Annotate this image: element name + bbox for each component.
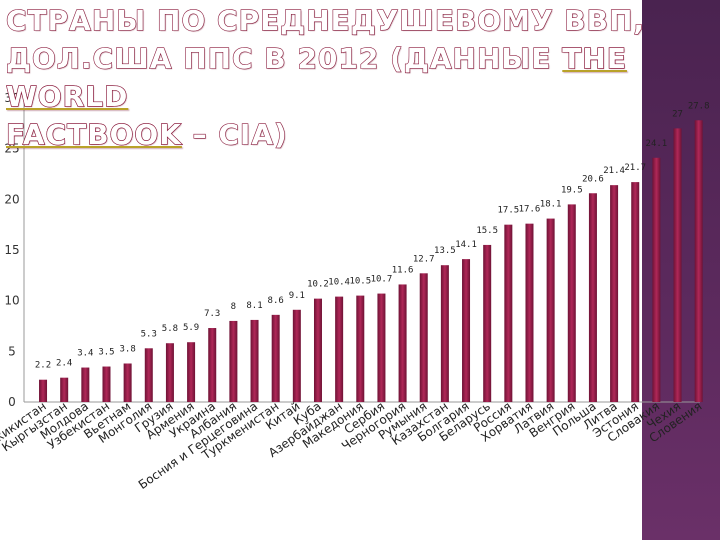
value-label: 19.5 xyxy=(561,185,583,195)
value-label: 12.7 xyxy=(413,254,435,264)
value-label: 14.1 xyxy=(455,240,477,250)
bar xyxy=(483,244,492,402)
value-label: 17.5 xyxy=(497,206,519,216)
value-label: 5.3 xyxy=(141,329,157,339)
bar xyxy=(292,309,301,402)
bar xyxy=(631,182,640,402)
value-label: 11.6 xyxy=(392,265,414,275)
y-tick-label: 15 xyxy=(4,243,19,257)
bar xyxy=(250,319,259,402)
title-link-factbook[interactable]: FACTBOOK xyxy=(5,117,182,151)
bar xyxy=(673,128,682,402)
value-label: 13.5 xyxy=(434,246,456,256)
value-label: 2.2 xyxy=(35,361,51,371)
bar xyxy=(462,259,471,402)
value-label: 21.7 xyxy=(624,163,646,173)
bar xyxy=(546,218,555,402)
value-label: 10.4 xyxy=(328,278,350,288)
value-label: 21.4 xyxy=(603,166,625,176)
value-label: 8.1 xyxy=(246,301,262,311)
bar xyxy=(271,314,280,402)
title-link-world[interactable]: THE WORLD xyxy=(5,41,627,113)
y-tick-label: 30 xyxy=(4,91,19,105)
bar xyxy=(567,204,576,402)
bar xyxy=(440,265,449,402)
value-label: 3.8 xyxy=(120,344,136,354)
chart-title: СТРАНЫ ПО СРЕДНЕДУШЕВОМУ ВВП, ДОЛ.США ПП… xyxy=(5,2,696,154)
bar xyxy=(102,366,111,402)
title-line-3-post: – CIA) xyxy=(181,117,288,151)
bar xyxy=(356,295,365,402)
y-tick-label: 5 xyxy=(8,344,16,358)
bar xyxy=(165,343,174,402)
bar xyxy=(313,298,322,402)
value-label: 24.1 xyxy=(646,139,668,149)
bar xyxy=(504,224,513,402)
bar xyxy=(377,293,386,402)
bar xyxy=(144,348,153,402)
bar xyxy=(652,157,661,402)
value-label: 17.6 xyxy=(519,205,541,215)
value-label: 2.4 xyxy=(56,359,72,369)
value-label: 27.8 xyxy=(688,101,710,111)
bar xyxy=(398,284,407,402)
value-label: 10.2 xyxy=(307,280,329,290)
value-label: 10.5 xyxy=(349,277,371,287)
value-label: 15.5 xyxy=(476,226,498,236)
value-label: 5.9 xyxy=(183,323,199,333)
bar xyxy=(419,273,428,402)
y-tick-label: 10 xyxy=(4,294,19,308)
bar xyxy=(694,120,703,402)
value-label: 10.7 xyxy=(371,275,393,285)
bar xyxy=(123,363,132,402)
value-label: 8 xyxy=(231,302,236,312)
title-line-1: СТРАНЫ ПО СРЕДНЕДУШЕВОМУ ВВП, xyxy=(5,3,646,37)
bar xyxy=(187,342,196,402)
bar xyxy=(81,367,90,402)
y-tick-label: 25 xyxy=(4,142,19,156)
value-label: 27 xyxy=(672,109,683,119)
title-line-2-pre: ДОЛ.США ППС В 2012 (ДАННЫЕ xyxy=(5,41,563,75)
value-label: 8.6 xyxy=(268,296,284,306)
value-label: 18.1 xyxy=(540,200,562,210)
bar xyxy=(208,328,217,402)
value-label: 7.3 xyxy=(204,309,220,319)
bar xyxy=(610,185,619,402)
y-tick-label: 20 xyxy=(4,192,19,206)
value-label: 20.6 xyxy=(582,174,604,184)
y-tick-label: 0 xyxy=(8,395,16,409)
value-label: 3.5 xyxy=(98,348,114,358)
bar xyxy=(335,296,344,402)
bar xyxy=(588,193,597,402)
bar xyxy=(60,377,69,402)
value-label: 5.8 xyxy=(162,324,178,334)
bar xyxy=(39,379,48,402)
bar xyxy=(229,320,238,402)
bar xyxy=(525,223,534,402)
value-label: 9.1 xyxy=(289,291,305,301)
value-label: 3.4 xyxy=(77,349,93,359)
